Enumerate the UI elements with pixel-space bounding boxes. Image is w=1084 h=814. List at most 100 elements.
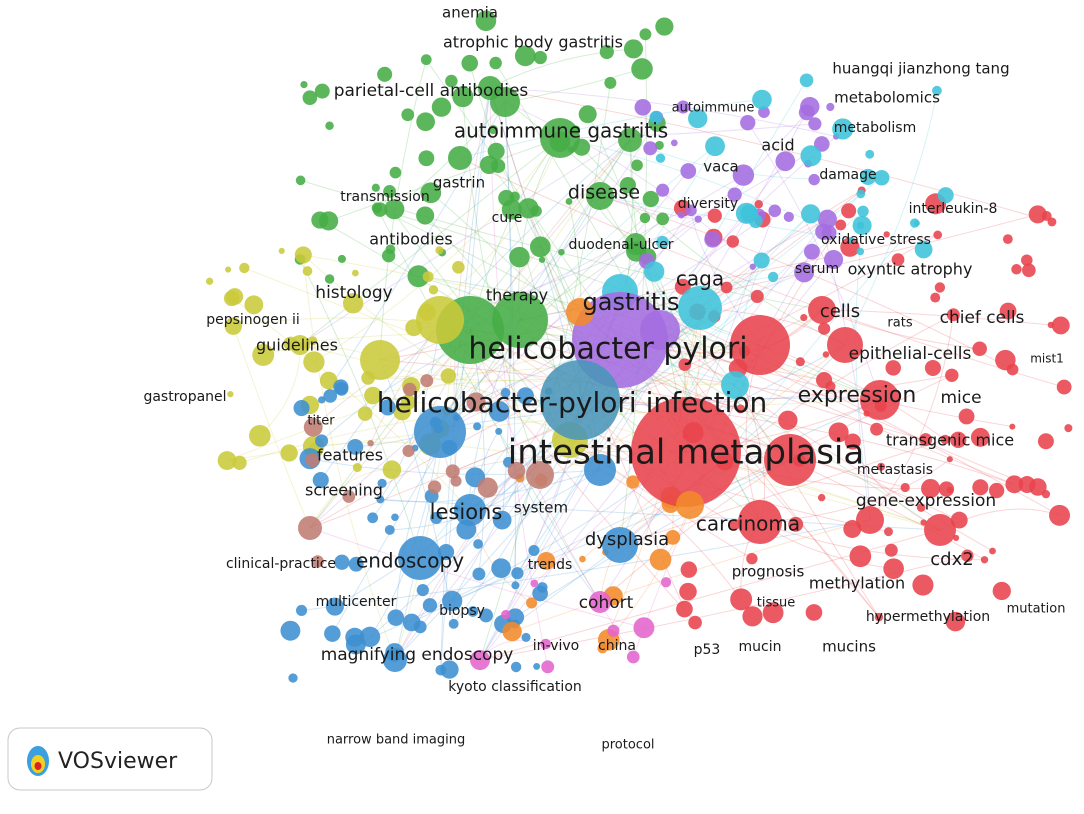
node-bubble bbox=[416, 206, 435, 225]
edge bbox=[734, 384, 880, 618]
node-label: metastasis bbox=[857, 462, 933, 478]
node-bubble bbox=[387, 609, 405, 626]
node-bubble bbox=[393, 402, 412, 421]
node-bubble bbox=[360, 340, 400, 380]
node-bubble bbox=[479, 608, 493, 623]
node-bubble bbox=[961, 549, 974, 562]
node-label: expression bbox=[798, 383, 917, 408]
edge bbox=[429, 139, 631, 445]
node-bubble bbox=[950, 511, 968, 529]
node-bubble bbox=[445, 74, 458, 88]
node-bubble bbox=[688, 615, 702, 630]
node-bubble bbox=[727, 187, 742, 202]
edge bbox=[408, 139, 631, 452]
node-bubble bbox=[428, 285, 439, 295]
node-bubble bbox=[312, 471, 329, 489]
node-bubble bbox=[298, 516, 322, 540]
node-label: oxidative stress bbox=[821, 232, 931, 248]
node-label: huangqi jianzhong tang bbox=[832, 60, 1009, 78]
node-label: therapy bbox=[486, 286, 548, 305]
node-bubble bbox=[540, 638, 551, 650]
node-bubble bbox=[624, 233, 647, 255]
node-bubble bbox=[475, 10, 497, 32]
node-bubble bbox=[885, 360, 901, 376]
edge bbox=[488, 164, 581, 313]
node-bubble bbox=[640, 310, 680, 350]
node-bubble bbox=[300, 80, 308, 89]
node-bubble bbox=[296, 604, 308, 616]
node-bubble bbox=[437, 543, 455, 561]
node-bubble bbox=[348, 556, 364, 572]
node-bubble bbox=[680, 163, 697, 179]
node-bubble bbox=[884, 527, 893, 537]
edge bbox=[302, 254, 396, 661]
node-bubble bbox=[402, 444, 415, 458]
node-bubble bbox=[803, 243, 820, 260]
edge bbox=[516, 307, 701, 574]
node-bubble bbox=[566, 298, 594, 326]
node-label: rats bbox=[887, 316, 912, 331]
node-bubble bbox=[891, 253, 905, 267]
node-bubble bbox=[767, 271, 779, 283]
node-label: acid bbox=[761, 136, 794, 155]
node-bubble bbox=[303, 351, 325, 373]
node-label: helicobacter-pylori infection bbox=[377, 386, 768, 419]
node-bubble bbox=[510, 661, 522, 673]
node-bubble bbox=[324, 625, 341, 642]
node-bubble bbox=[364, 386, 382, 405]
node-bubble bbox=[707, 208, 722, 223]
node-bubble bbox=[319, 371, 338, 390]
node-bubble bbox=[649, 110, 663, 125]
node-bubble bbox=[844, 433, 861, 450]
node-bubble bbox=[461, 54, 479, 72]
node-bubble bbox=[679, 582, 697, 601]
node-bubble bbox=[509, 191, 520, 202]
node-bubble bbox=[824, 250, 844, 270]
node-bubble bbox=[305, 453, 320, 468]
node-bubble bbox=[688, 108, 708, 129]
logo[interactable]: VOSviewer bbox=[7, 727, 213, 791]
node-bubble bbox=[932, 85, 942, 96]
node-bubble bbox=[389, 166, 402, 179]
node-label: magnifying endoscopy bbox=[321, 645, 514, 665]
node-bubble bbox=[1056, 379, 1072, 395]
edge bbox=[440, 87, 491, 671]
node-bubble bbox=[788, 516, 804, 532]
node-bubble bbox=[989, 547, 996, 555]
node-label: carcinoma bbox=[696, 512, 800, 536]
node-bubble bbox=[916, 503, 926, 512]
node-bubble bbox=[649, 548, 672, 571]
node-label: helicobacter pylori bbox=[468, 332, 747, 367]
node-bubble bbox=[418, 150, 435, 167]
edge bbox=[394, 470, 517, 661]
node-bubble bbox=[501, 199, 522, 220]
logo-icon bbox=[34, 762, 42, 770]
node-bubble bbox=[607, 624, 620, 637]
node-label: autoimmune gastritis bbox=[454, 119, 668, 143]
edge bbox=[659, 329, 1015, 485]
node-bubble bbox=[912, 574, 934, 596]
node-bubble bbox=[521, 632, 531, 642]
node-bubble bbox=[920, 519, 927, 526]
edge bbox=[569, 439, 941, 531]
node-label: guidelines bbox=[256, 336, 338, 355]
node-bubble bbox=[870, 422, 884, 436]
edge bbox=[309, 458, 601, 475]
node-bubble bbox=[913, 220, 920, 227]
node-bubble bbox=[817, 209, 837, 229]
node-label: metabolomics bbox=[834, 89, 940, 107]
node-label: transmission bbox=[340, 189, 429, 205]
node-label: vaca bbox=[703, 158, 739, 176]
node-bubble bbox=[1064, 424, 1073, 433]
node-bubble bbox=[435, 246, 444, 255]
edge bbox=[599, 459, 791, 603]
node-bubble bbox=[501, 609, 511, 620]
node-bubble bbox=[602, 527, 638, 563]
edge bbox=[453, 439, 571, 625]
edge bbox=[479, 529, 941, 661]
node-bubble bbox=[972, 341, 987, 357]
node-bubble bbox=[416, 584, 429, 597]
edge bbox=[559, 123, 815, 139]
node-bubble bbox=[938, 481, 955, 497]
node-bubble bbox=[754, 200, 763, 209]
